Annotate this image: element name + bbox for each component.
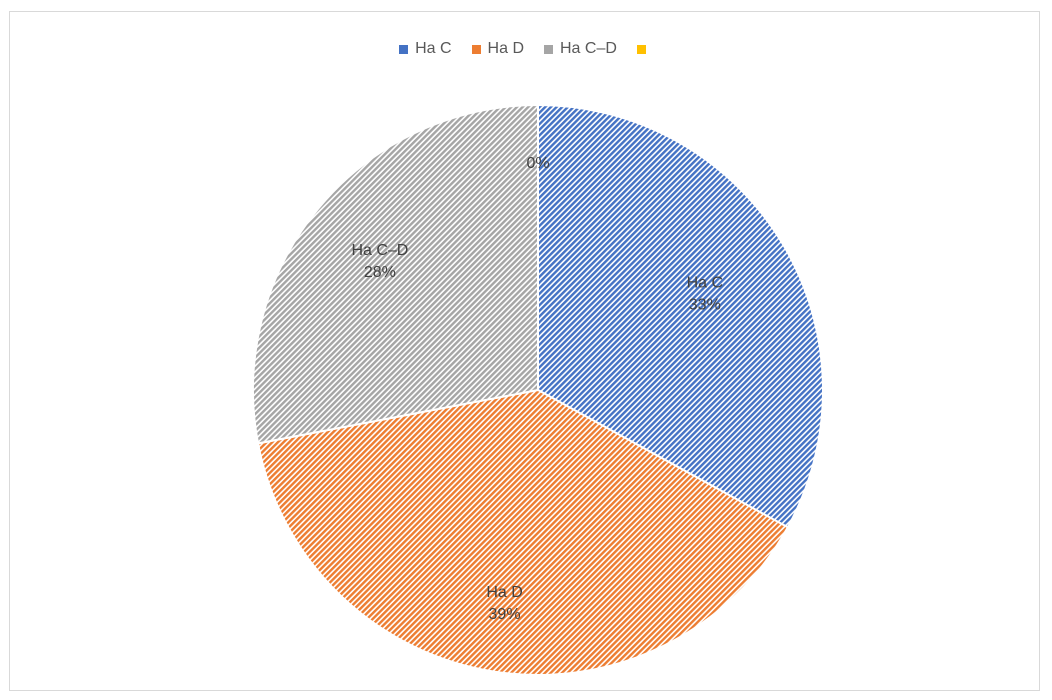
legend-swatch-ha-c-d: [544, 44, 553, 54]
pie-data-labels: Ha C 33% Ha D 39% Ha C–D 28% 0%: [351, 155, 723, 623]
legend-label-ha-d: Ha D: [487, 40, 524, 57]
legend-swatch-ha-c: [399, 44, 409, 54]
legend-label-ha-c-d: Ha C–D: [560, 40, 617, 57]
legend-swatch-ha-d: [471, 44, 481, 54]
pie-slice-ha-c-d[interactable]: [252, 103, 539, 445]
pie-slices: [252, 103, 824, 676]
data-label-ha-d: Ha D 39%: [486, 584, 522, 623]
legend-item-unnamed[interactable]: [636, 44, 653, 54]
data-label-ha-c-d: Ha C–D 28%: [351, 242, 408, 281]
data-label-ha-c: Ha C 33%: [687, 274, 723, 313]
pie-slice-ha-c[interactable]: [537, 103, 824, 529]
legend-item-ha-d[interactable]: Ha D: [471, 40, 524, 58]
legend: Ha C Ha D Ha C–D: [0, 40, 1052, 58]
pie-slice-ha-d[interactable]: [256, 388, 790, 676]
legend-item-ha-c-d[interactable]: Ha C–D: [544, 40, 617, 58]
legend-swatch-unnamed: [636, 44, 646, 54]
legend-item-ha-c[interactable]: Ha C: [399, 40, 452, 58]
data-label-unnamed: 0%: [526, 155, 549, 172]
legend-label-ha-c: Ha C: [415, 40, 452, 57]
